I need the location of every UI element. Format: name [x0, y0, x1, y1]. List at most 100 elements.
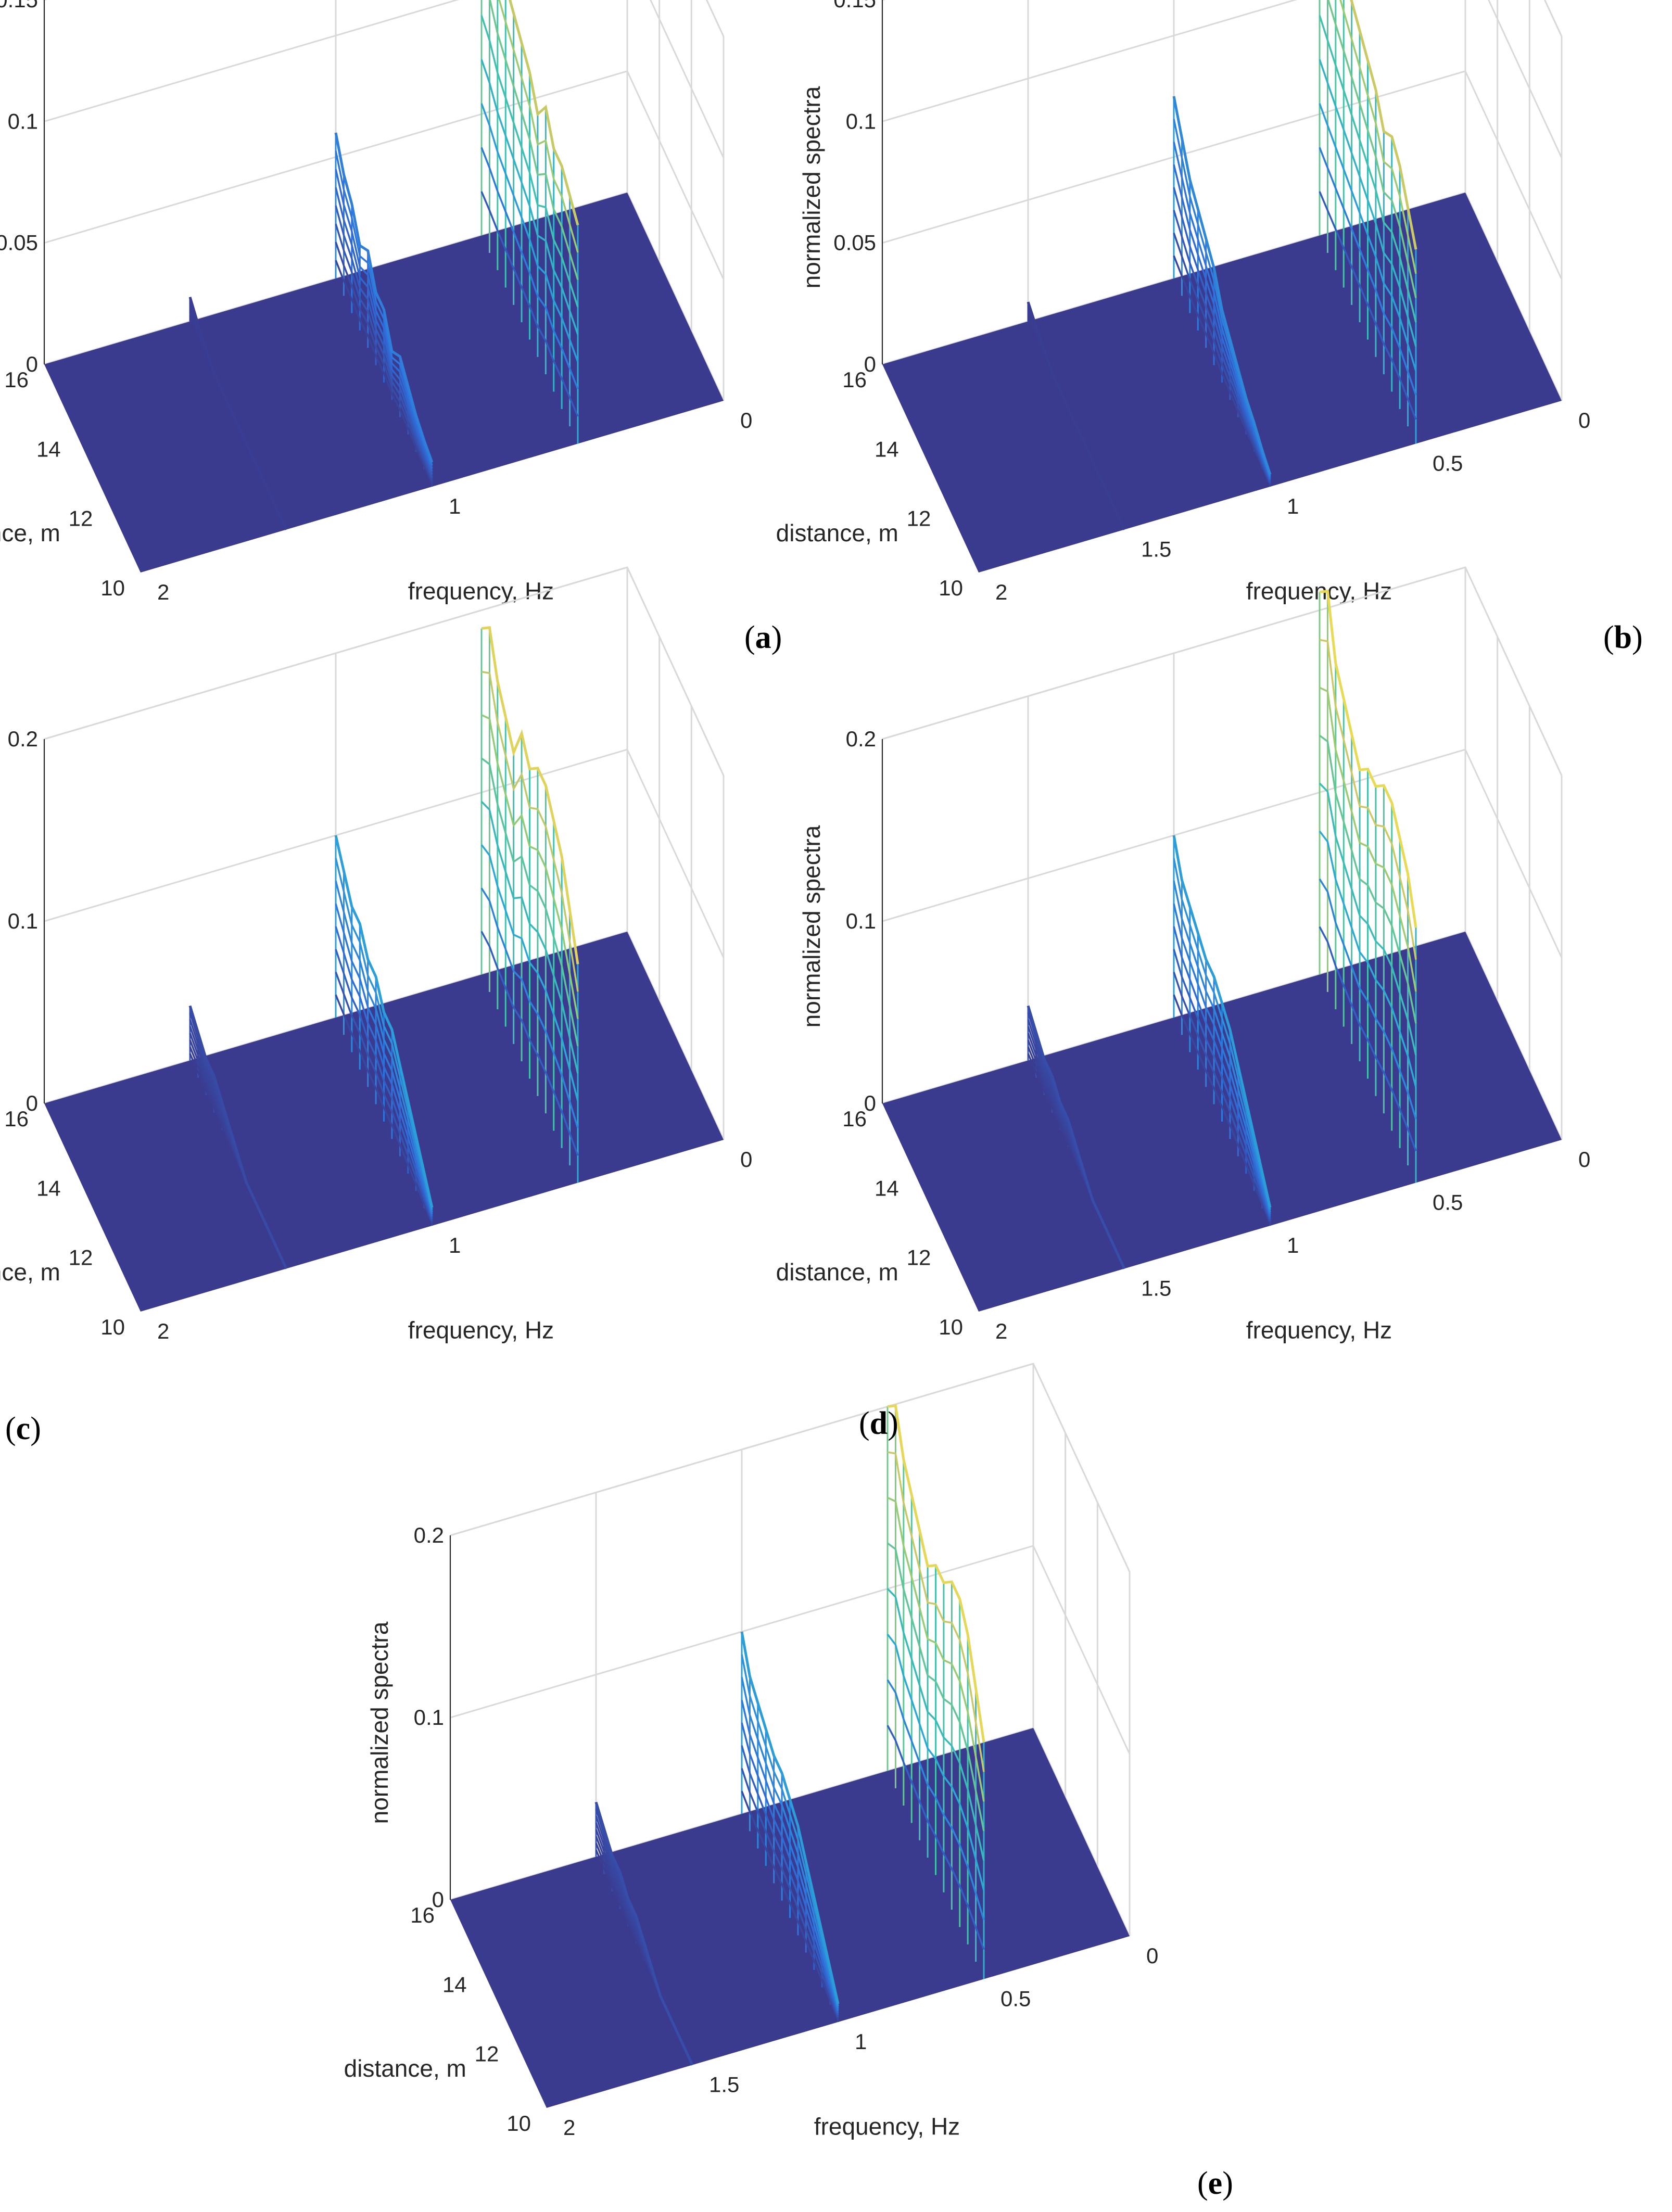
ridge-line [480, 931, 579, 1156]
x-tick-label: 0.5 [1433, 1190, 1463, 1215]
ridge-line [1173, 903, 1271, 1215]
x-tick-label: 2 [995, 580, 1007, 604]
z-tick-label: 0.15 [833, 0, 876, 12]
ridge-line [1173, 994, 1271, 1224]
ridge-line [335, 187, 433, 472]
ridge-line [1027, 1005, 1126, 1269]
z-tick-label: 0.1 [8, 909, 38, 933]
chart-svg: 00.050.10.1516141210012normalized spectr… [0, 0, 752, 605]
caption-letter: b [1614, 620, 1632, 655]
ridge-line [887, 1404, 985, 1743]
ridge-0_5hz [886, 1404, 985, 1979]
ridge-line [188, 297, 288, 530]
ridge-0_5hz [480, 626, 579, 1183]
chart-panel-c: 00.10.216141210012normalized spectradist… [0, 566, 802, 1416]
y-tick-label: 12 [69, 1245, 93, 1270]
ridge-1_5hz [188, 297, 288, 530]
caption-letter: d [869, 1406, 888, 1441]
grid-line [44, 748, 725, 958]
chart-panel-d: 0 0.1 0.2 16 14 12 10 0 0.5 1 1.5 2 normalized spect… [776, 566, 1640, 1416]
z-tick-label: 0.1 [8, 109, 38, 133]
ridge-0_5hz [1319, 590, 1417, 1183]
z-tick-label: 0 [864, 352, 876, 376]
x-tick-label: 1 [449, 1233, 461, 1257]
ridge-line [1319, 830, 1417, 1088]
y-axis-label: distance, m [344, 2055, 466, 2082]
ridge-line [1173, 971, 1271, 1222]
y-tick-label: 16 [410, 1903, 435, 1927]
ridge-1_5hz [188, 1005, 288, 1269]
x-axis-label: frequency, Hz [408, 578, 554, 605]
ridge-line [335, 926, 433, 1217]
ridge-line [741, 1768, 839, 2018]
ridge-line [886, 1725, 985, 1950]
caption-d: (d) [859, 1406, 898, 1441]
y-tick-label: 16 [4, 367, 29, 392]
x-axis-label: frequency, Hz [814, 2113, 960, 2140]
z-tick-label: 0 [26, 352, 38, 376]
y-tick-label: 16 [4, 1107, 29, 1131]
y-tick-label: 14 [875, 1176, 899, 1200]
ridge-line [886, 1542, 985, 1832]
y-axis-label: distance, m [0, 519, 60, 546]
x-tick-label: 2 [563, 2115, 575, 2140]
ridge-line [1319, 191, 1417, 420]
ridge-1_5hz [1027, 1005, 1126, 1269]
ridge-line [188, 1005, 288, 1269]
grid-line [882, 0, 1563, 37]
x-tick-label: 1.5 [1141, 537, 1171, 562]
ridge-line [741, 1745, 839, 2016]
ridge-0_5hz [480, 0, 579, 444]
ridge-line [1327, 0, 1417, 298]
ridge-line [335, 241, 433, 481]
caption-b: (b) [1603, 620, 1643, 655]
ridge-line [1027, 301, 1126, 530]
ridge-line [1173, 210, 1271, 482]
y-tick-label: 10 [100, 1315, 125, 1339]
ridge-line [1319, 687, 1417, 992]
ridge-line [741, 1654, 839, 2006]
ridge-1_5hz [594, 1801, 694, 2066]
ridge-line [1350, 0, 1417, 250]
caption-e: (e) [1197, 2166, 1233, 2201]
ridge-0_5hz [1319, 0, 1417, 444]
ridge-line [334, 132, 434, 463]
z-tick-label: 0 [26, 1091, 38, 1115]
x-tick-label: 0.5 [1000, 1987, 1031, 2011]
x-tick-label: 0 [1578, 408, 1590, 433]
grid-line [450, 1545, 1131, 1755]
ridge-line [480, 191, 579, 417]
ridge-line [480, 147, 579, 390]
chart-svg: 0 0.1 0.2 16 14 12 10 0 0.5 1 1.5 2 normalized spect… [776, 566, 1590, 1344]
z-tick-label: 0.1 [414, 1705, 444, 1730]
ridge-line [480, 844, 579, 1101]
ridge-line [1173, 187, 1271, 481]
x-tick-label: 0 [740, 408, 752, 433]
ridge-line [335, 881, 433, 1213]
z-axis-label: normalized spectra [798, 825, 825, 1027]
ridge-1_5hz [1027, 301, 1126, 530]
y-tick-label: 14 [36, 437, 61, 461]
ridge-line [741, 1722, 839, 2014]
y-axis-label: distance, m [0, 1258, 60, 1286]
ridge-line [887, 1496, 985, 1802]
grid-line [44, 0, 725, 158]
ridge-line [1319, 782, 1417, 1056]
ridge-line [480, 15, 579, 308]
ridge-line [480, 887, 579, 1129]
ridge-line [740, 1631, 840, 2004]
x-tick-label: 1 [449, 494, 461, 518]
ridge-line [1173, 881, 1271, 1213]
ridge-line [481, 714, 579, 1019]
ridge-line [1173, 232, 1271, 484]
y-tick-label: 14 [875, 437, 899, 461]
ridge-line [1319, 15, 1417, 323]
x-tick-label: 2 [995, 1319, 1007, 1343]
ridge-line [741, 1677, 839, 2009]
ridge-1hz [334, 835, 434, 1226]
z-tick-label: 0.1 [846, 109, 876, 133]
z-tick-label: 0 [432, 1887, 444, 1912]
grid-line [882, 748, 1563, 958]
ridge-line [335, 205, 433, 475]
